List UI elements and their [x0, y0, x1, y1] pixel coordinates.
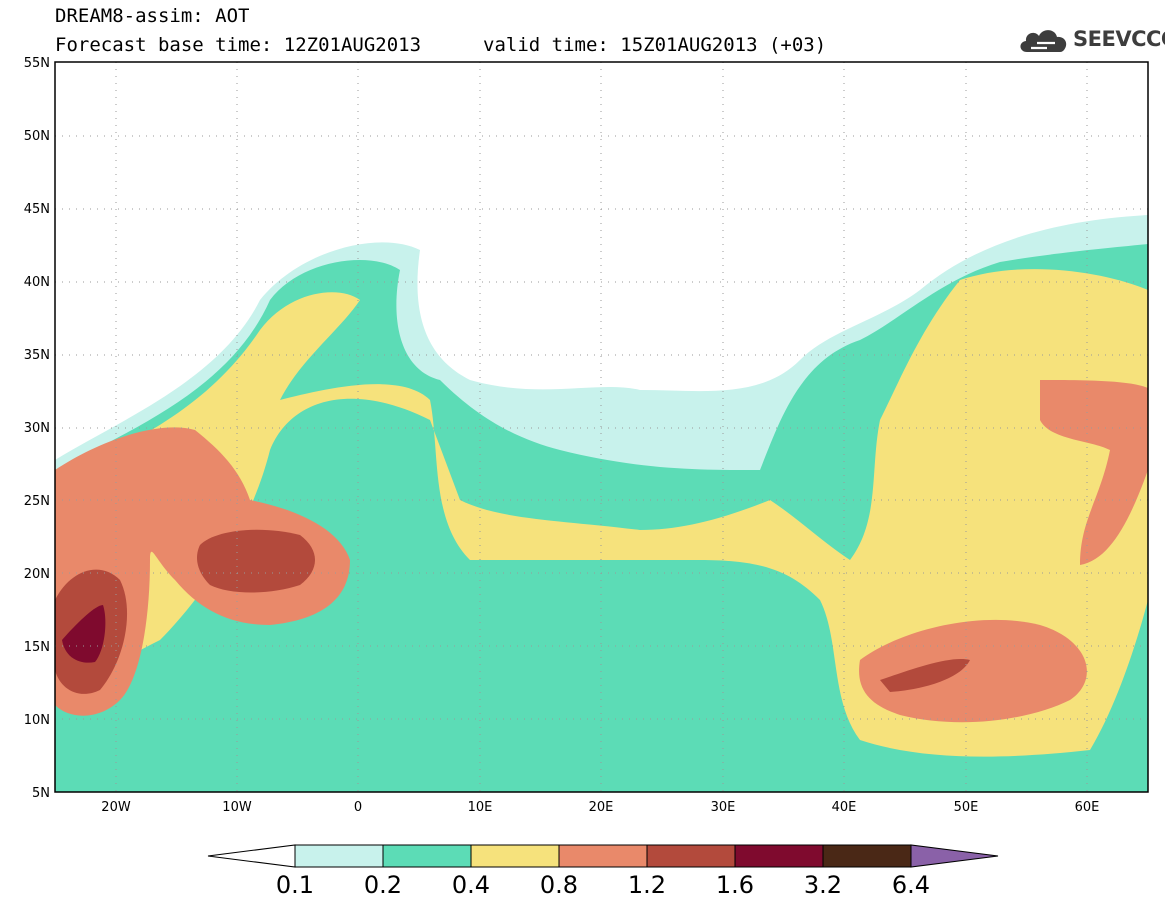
lon-tick-label: 50E — [954, 800, 979, 815]
legend-arrow-low — [207, 844, 296, 868]
graticule — [55, 62, 1148, 792]
legend-label: 1.6 — [716, 871, 754, 899]
lon-tick-label: 0 — [354, 800, 362, 815]
lat-tick-label: 20N — [24, 567, 50, 582]
aot-level-1.6 — [62, 605, 106, 663]
aot-field — [55, 62, 1148, 792]
lat-tick-label: 10N — [24, 713, 50, 728]
legend-swatch — [734, 844, 824, 868]
lat-tick-label: 55N — [24, 56, 50, 71]
legend-swatch — [294, 844, 384, 868]
color-legend: 0.1 0.2 0.4 0.8 1.2 1.6 3.2 6.4 — [207, 844, 999, 899]
lon-tick-label: 20W — [101, 800, 131, 815]
lon-tick-label: 20E — [589, 800, 614, 815]
legend-label: 6.4 — [892, 871, 930, 899]
legend-label: 1.2 — [628, 871, 666, 899]
lat-tick-label: 15N — [24, 640, 50, 655]
lon-tick-label: 40E — [832, 800, 857, 815]
map-frame — [54, 61, 1149, 793]
lat-tick-label: 25N — [24, 494, 50, 509]
legend-swatch — [646, 844, 736, 868]
legend-label: 0.4 — [452, 871, 490, 899]
lon-tick-label: 60E — [1075, 800, 1100, 815]
logo-text: SEEVCCC — [1073, 27, 1165, 51]
legend-label: 0.2 — [364, 871, 402, 899]
map-title: DREAM8-assim: AOT — [55, 5, 250, 27]
legend-swatch — [382, 844, 472, 868]
lat-axis: 55N 50N 45N 40N 35N 30N 25N 20N 15N 10N … — [24, 56, 50, 801]
lon-tick-label: 10E — [468, 800, 493, 815]
lon-tick-label: 30E — [711, 800, 736, 815]
lat-tick-label: 30N — [24, 421, 50, 436]
legend-label: 0.8 — [540, 871, 578, 899]
lon-tick-label: 10W — [222, 800, 252, 815]
lat-tick-label: 50N — [24, 129, 50, 144]
legend-arrow-high — [910, 844, 999, 868]
lat-tick-label: 40N — [24, 275, 50, 290]
legend-swatch — [558, 844, 648, 868]
lat-tick-label: 5N — [32, 786, 50, 801]
seevccc-logo: SEEVCCC — [1017, 24, 1165, 56]
cloud-icon — [1020, 30, 1067, 52]
lat-tick-label: 45N — [24, 202, 50, 217]
legend-swatch — [822, 844, 912, 868]
lon-axis: 20W 10W 0 10E 20E 30E 40E 50E 60E — [101, 800, 1099, 815]
legend-swatch — [470, 844, 560, 868]
legend-label: 3.2 — [804, 871, 842, 899]
aot-level-0.4 — [55, 269, 1148, 757]
forecast-base-time: Forecast base time: 12Z01AUG2013 — [55, 34, 422, 56]
lat-tick-label: 35N — [24, 348, 50, 363]
valid-time: valid time: 15Z01AUG2013 (+03) — [483, 34, 827, 56]
legend-label: 0.1 — [276, 871, 314, 899]
